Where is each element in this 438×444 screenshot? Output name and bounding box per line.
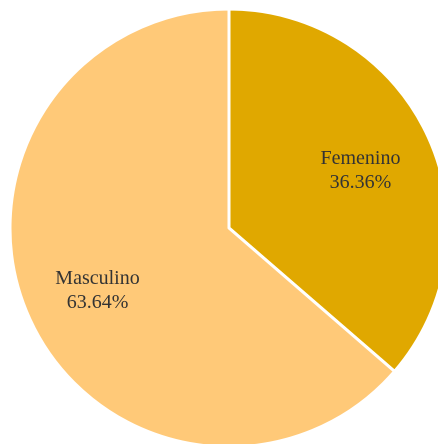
pie-slices xyxy=(8,7,438,444)
slice-value-femenino: 36.36% xyxy=(330,171,392,193)
pie-slice-femenino xyxy=(227,7,438,373)
slice-label-femenino: Femenino xyxy=(320,147,400,169)
slice-value-masculino: 63.64% xyxy=(67,291,129,313)
slice-label-masculino: Masculino xyxy=(55,267,139,289)
pie-slice-masculino xyxy=(8,7,397,444)
